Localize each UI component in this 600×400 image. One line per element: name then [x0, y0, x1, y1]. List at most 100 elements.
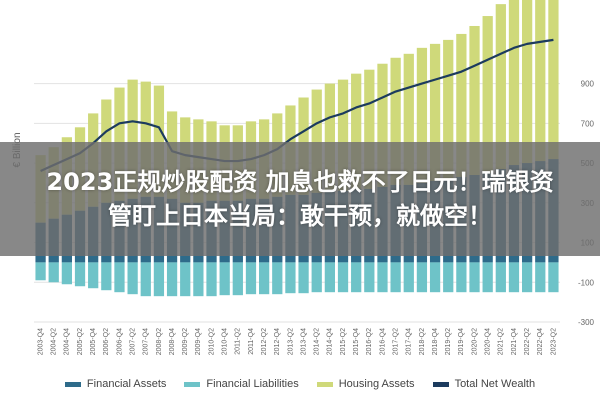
bar-financial-liabilities	[219, 262, 230, 296]
x-tick-label: 2019-Q2	[445, 328, 452, 355]
x-tick-label: 2016-Q4	[379, 328, 386, 355]
bar-financial-liabilities	[61, 262, 73, 285]
bar-housing-assets	[495, 4, 506, 170]
bar-financial-liabilities	[377, 262, 388, 293]
headline-line-1: 2023正规炒股配资 加息也救不了日元！瑞银资	[46, 168, 554, 196]
bar-financial-liabilities	[232, 262, 243, 296]
x-tick-label: 2003-Q4	[37, 328, 44, 355]
legend-item-financial-liabilities: Financial Liabilities	[184, 378, 299, 390]
bar-financial-liabilities	[548, 262, 559, 293]
x-tick-label: 2013-Q2	[287, 328, 294, 355]
bar-financial-liabilities	[390, 262, 401, 293]
bar-financial-liabilities	[180, 262, 191, 297]
legend-swatch-housing-assets	[316, 381, 333, 387]
y-tick-label: 700	[581, 119, 595, 128]
x-tick-label: 2009-Q4	[195, 328, 202, 355]
y-tick-label: 900	[581, 80, 595, 89]
x-tick-label: 2011-Q2	[235, 328, 242, 355]
x-tick-label: 2009-Q2	[182, 328, 189, 355]
bar-housing-assets	[508, 0, 520, 166]
bar-financial-liabilities	[482, 262, 493, 293]
bar-financial-liabilities	[193, 262, 204, 297]
legend-item-housing-assets: Housing Assets	[316, 378, 415, 390]
x-tick-label: 2006-Q2	[103, 328, 110, 355]
bar-housing-assets	[548, 0, 559, 160]
x-tick-label: 2007-Q2	[129, 328, 136, 355]
bar-housing-assets	[521, 0, 533, 164]
bar-financial-liabilities	[285, 262, 296, 294]
bar-housing-assets	[337, 79, 349, 191]
x-tick-label: 2018-Q2	[419, 328, 426, 355]
x-tick-label: 2008-Q4	[169, 328, 176, 355]
x-tick-label: 2008-Q2	[156, 328, 163, 355]
x-tick-label: 2014-Q4	[327, 328, 334, 355]
x-tick-label: 2017-Q4	[406, 328, 413, 355]
x-tick-label: 2007-Q4	[143, 328, 150, 355]
bar-financial-liabilities	[416, 262, 428, 293]
bar-housing-assets	[324, 83, 336, 191]
bar-financial-liabilities	[324, 262, 336, 293]
x-tick-label: 2014-Q2	[314, 328, 321, 355]
bar-housing-assets	[416, 47, 428, 183]
bar-financial-liabilities	[351, 262, 362, 293]
x-tick-label: 2010-Q2	[208, 328, 215, 355]
bar-financial-liabilities	[114, 262, 125, 293]
bar-housing-assets	[140, 81, 151, 197]
bar-financial-liabilities	[337, 262, 349, 293]
bar-housing-assets	[364, 69, 375, 189]
bar-financial-liabilities	[456, 262, 467, 293]
bar-housing-assets	[390, 57, 401, 185]
bar-financial-liabilities	[521, 262, 533, 293]
x-tick-label: 2020-Q4	[485, 328, 492, 355]
bar-financial-liabilities	[272, 262, 283, 295]
bar-financial-liabilities	[311, 262, 322, 293]
legend-item-total-net-wealth: Total Net Wealth	[432, 378, 535, 390]
bar-financial-liabilities	[258, 262, 270, 295]
bar-financial-liabilities	[166, 262, 178, 297]
bar-housing-assets	[469, 25, 480, 175]
line-series	[40, 38, 554, 173]
x-tick-label: 2015-Q2	[340, 328, 347, 355]
bar-financial-liabilities	[127, 262, 138, 295]
bar-financial-liabilities	[495, 262, 506, 293]
x-tick-label: 2021-Q4	[511, 328, 518, 355]
bar-financial-liabilities	[443, 262, 454, 293]
x-tick-label: 2005-Q2	[77, 328, 84, 355]
x-tick-labels: 2003-Q4 2004-Q2 2004-Q4 2005-Q2 2005-Q4 2006-…	[37, 328, 557, 355]
legend-label-financial-assets: Financial Assets	[86, 378, 167, 390]
x-tick-label: 2010-Q4	[222, 328, 229, 355]
x-tick-label: 2020-Q2	[471, 328, 478, 355]
bar-financial-liabilities	[48, 262, 59, 283]
y-tick-label: -300	[578, 318, 595, 327]
bar-financial-liabilities	[364, 262, 375, 293]
bar-housing-assets	[311, 89, 322, 193]
bar-housing-assets	[153, 85, 165, 197]
bar-financial-liabilities	[101, 262, 112, 291]
headline-overlay: 2023正规炒股配资 加息也救不了日元！瑞银资 管盯上日本当局：敢干预，就做空！	[0, 142, 600, 256]
bar-housing-assets	[456, 33, 467, 177]
x-tick-label: 2022-Q4	[537, 328, 544, 355]
x-tick-label: 2018-Q4	[432, 328, 439, 355]
headline-line-2: 管盯上日本当局：敢干预，就做空！	[108, 202, 492, 230]
x-tick-label: 2021-Q2	[498, 328, 505, 355]
bar-housing-assets	[482, 16, 493, 174]
legend-label-housing-assets: Housing Assets	[338, 378, 415, 390]
x-tick-label: 2012-Q2	[261, 328, 268, 355]
line-total-net-wealth	[40, 38, 554, 173]
x-tick-label: 2015-Q4	[353, 328, 360, 355]
bar-financial-liabilities	[206, 262, 217, 297]
y-tick-label: -100	[578, 278, 595, 287]
x-tick-label: 2017-Q2	[392, 328, 399, 355]
legend-swatch-total-net-wealth	[432, 381, 449, 387]
bar-housing-assets	[429, 43, 441, 181]
bar-housing-assets	[443, 39, 454, 179]
x-tick-label: 2013-Q4	[300, 328, 307, 355]
x-tick-label: 2005-Q4	[90, 328, 97, 355]
bar-housing-assets	[351, 73, 362, 189]
x-tick-label: 2019-Q4	[458, 328, 465, 355]
bar-financial-liabilities	[88, 262, 99, 289]
bar-financial-liabilities	[535, 262, 546, 293]
x-tick-label: 2022-Q2	[524, 328, 531, 355]
x-tick-label: 2011-Q4	[248, 328, 255, 355]
x-tick-label: 2023-Q2	[550, 328, 557, 355]
